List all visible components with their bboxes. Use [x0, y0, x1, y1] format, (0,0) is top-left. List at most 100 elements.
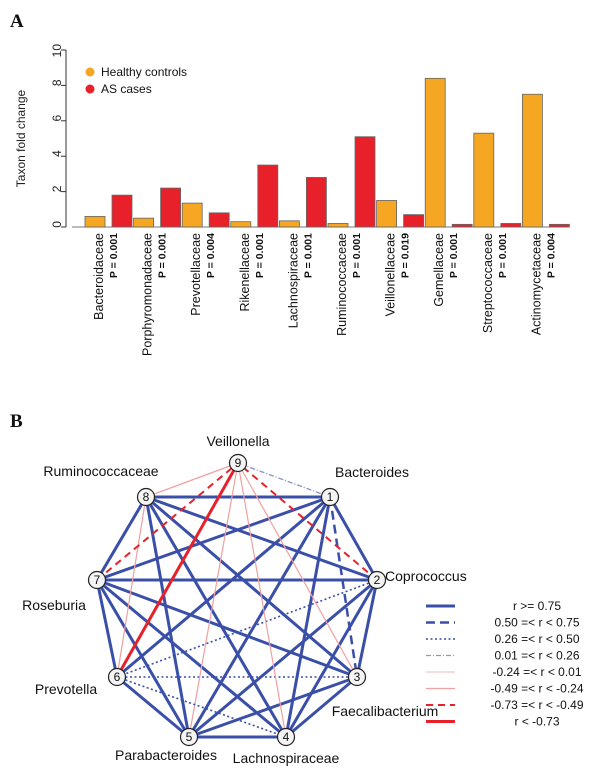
- bar-healthy-rikenellaceae: [230, 221, 252, 228]
- p-value-label: P = 0.001: [108, 233, 120, 278]
- edge-4-7: [96, 578, 287, 739]
- y-tick-label: 0: [50, 221, 64, 228]
- category-label: Gemellaceae: [432, 233, 446, 307]
- category-label: Lachnospiraceae: [286, 233, 300, 328]
- bar-healthy-ruminococcaceae: [327, 223, 349, 228]
- category-label: Ruminococcaceae: [335, 233, 349, 336]
- node-5-circle: [179, 727, 199, 747]
- bar-as-lachnospiraceae: [305, 177, 327, 228]
- bar-healthy-prevotellaceae: [181, 202, 203, 228]
- node-label-veillonella: Veillonella: [206, 433, 269, 449]
- node-9-number: 9: [235, 456, 242, 470]
- node-5-number: 5: [186, 730, 193, 744]
- node-label-faecalibacterium: Faecalibacterium: [332, 703, 439, 719]
- edge-5-9: [188, 462, 239, 738]
- bar-as-ruminococcaceae: [354, 136, 376, 228]
- node-label-ruminococcaceae: Ruminococcaceae: [43, 463, 158, 479]
- edge-1-5: [187, 496, 332, 738]
- edge-2-6: [116, 579, 378, 678]
- category-label: Bacteroidaceae: [92, 233, 106, 320]
- legend-entry: AS cases: [101, 82, 152, 96]
- edge-4-9: [237, 462, 287, 738]
- edge-3-5: [188, 675, 358, 739]
- p-value-label: P = 0.019: [400, 233, 412, 278]
- edge-6-8: [116, 496, 147, 678]
- bar-as-prevotellaceae: [208, 212, 230, 228]
- edge-5-8: [144, 496, 191, 738]
- edge-1-6: [116, 495, 331, 679]
- y-tick-label: 8: [50, 79, 64, 86]
- node-6-circle: [107, 667, 127, 687]
- edge-1-4: [284, 496, 332, 738]
- y-tick-label: 4: [50, 150, 64, 157]
- node-1-circle: [320, 487, 340, 507]
- edges: [95, 462, 379, 739]
- node-label-roseburia: Roseburia: [22, 597, 86, 613]
- category-label: Prevotellaceae: [189, 233, 203, 316]
- legend-label-c6: -0.49 =< r < -0.24: [490, 682, 583, 696]
- edge-7-9: [96, 462, 239, 581]
- bar-as-porphyromonadaceae: [160, 187, 182, 228]
- legend: Healthy controls AS cases: [85, 65, 187, 96]
- p-value-label: P = 0.004: [205, 233, 217, 278]
- node-7-circle: [87, 570, 107, 590]
- node-label-bacteroides: Bacteroides: [335, 464, 409, 480]
- edge-7-8: [95, 496, 148, 581]
- node-label-prevotella: Prevotella: [35, 681, 97, 697]
- bar-healthy-actinomycetaceae: [522, 93, 543, 228]
- edge-8-9: [145, 462, 239, 498]
- node-4-circle: [276, 727, 296, 747]
- bar-healthy-gemellaceae: [424, 77, 446, 228]
- node-3-number: 3: [354, 670, 361, 684]
- node-6-number: 6: [114, 670, 121, 684]
- node-label-coprococcus: Coprococcus: [385, 568, 467, 584]
- node-7-number: 7: [94, 573, 101, 587]
- y-tick-label: 2: [50, 185, 64, 192]
- p-value-label: P = 0.001: [157, 233, 169, 278]
- bar-as-gemellaceae: [451, 223, 473, 228]
- y-tick-label: 6: [50, 114, 64, 121]
- edge-1-2: [328, 496, 379, 581]
- node-2-circle: [367, 570, 387, 590]
- y-tick-label: 10: [50, 44, 64, 58]
- edge-5-7: [95, 579, 191, 738]
- legend-entry: Healthy controls: [101, 65, 187, 79]
- node-8-number: 8: [143, 490, 150, 504]
- bar-healthy-streptococcaceae: [473, 132, 495, 228]
- edge-1-9: [237, 462, 331, 498]
- category-label: Veillonellaceae: [384, 233, 398, 316]
- edge-3-8: [145, 495, 358, 679]
- p-value-label: P = 0.004: [545, 233, 557, 278]
- edge-3-7: [96, 578, 358, 679]
- legend-swatch: [85, 84, 95, 94]
- y-axis-title: Taxon fold change: [14, 89, 28, 187]
- edge-2-3: [355, 579, 379, 678]
- bar-healthy-veillonellaceae: [376, 200, 398, 228]
- edge-6-9: [115, 462, 240, 678]
- bar-as-bacteroidaceae: [111, 194, 133, 228]
- legend-label-c1: r >= 0.75: [513, 599, 561, 613]
- p-value-label: P = 0.001: [351, 233, 363, 278]
- panel-b-letter: B: [10, 411, 23, 432]
- edge-2-5: [188, 578, 378, 739]
- p-value-label: P = 0.001: [302, 233, 314, 278]
- legend-label-c5: -0.24 =< r < 0.01: [492, 665, 581, 679]
- node-1-number: 1: [327, 490, 334, 504]
- node-3-circle: [347, 667, 367, 687]
- edge-1-3: [328, 496, 359, 678]
- bar-healthy-bacteroidaceae: [84, 215, 106, 228]
- edge-2-9: [237, 462, 378, 581]
- bar-as-streptococcaceae: [500, 223, 522, 228]
- edge-6-4: [116, 676, 287, 738]
- legend-label-c7: -0.73 =< r < -0.49: [490, 698, 583, 712]
- bar-healthy-lachnospiraceae: [278, 220, 300, 228]
- node-9-circle: [228, 453, 248, 473]
- edge-6-7: [95, 579, 119, 678]
- correlation-legend: r >= 0.75 0.50 =< r < 0.75 0.26 =< r < 0.5…: [426, 599, 584, 729]
- category-label: Rikenellaceae: [238, 233, 252, 312]
- legend-label-c8: r < -0.73: [514, 715, 559, 729]
- bar-as-rikenellaceae: [257, 164, 279, 228]
- edge-2-4: [284, 579, 379, 738]
